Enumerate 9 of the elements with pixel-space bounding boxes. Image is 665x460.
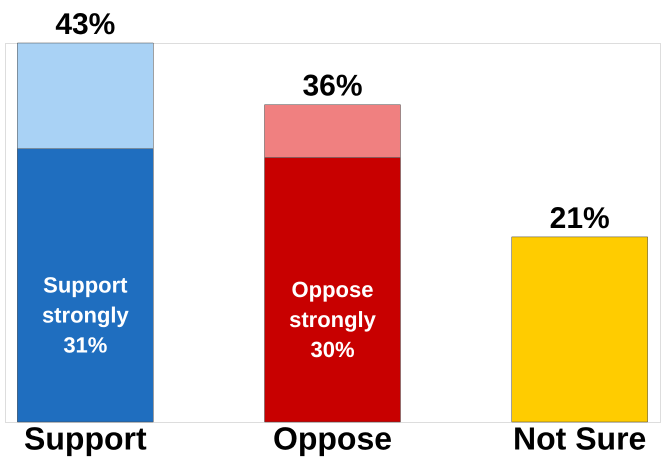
- data-label: Oppose strongly 30%: [289, 276, 377, 362]
- data-label: Support strongly 31%: [42, 272, 130, 358]
- x-tick-label: Oppose: [272, 420, 392, 456]
- bar: [511, 236, 648, 422]
- total-label: 43%: [55, 8, 116, 41]
- total-label: 21%: [550, 202, 610, 235]
- total-label: 36%: [302, 70, 363, 103]
- x-tick-label: Support: [24, 420, 147, 456]
- x-tick-label: Not Sure: [513, 420, 646, 456]
